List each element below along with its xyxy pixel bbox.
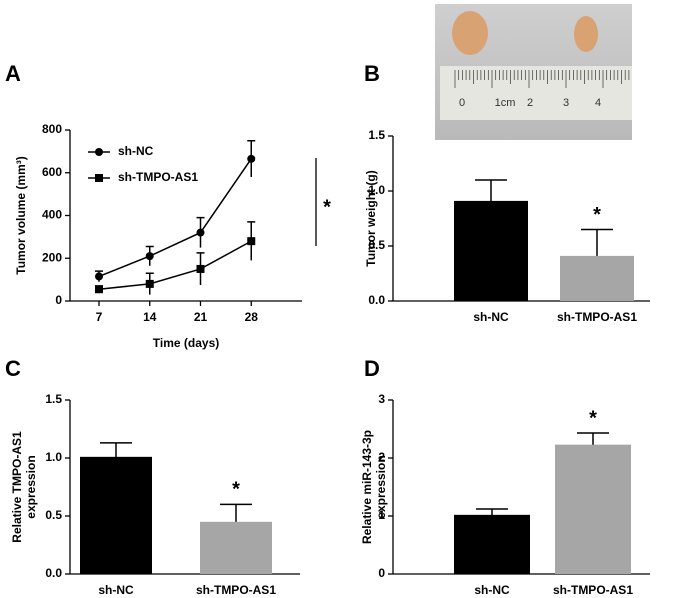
point: [95, 285, 103, 294]
x-tick-label: sh-TMPO-AS1: [557, 310, 637, 324]
x-tick-label: sh-TMPO-AS1: [553, 583, 633, 597]
y-axis-label: Tumor volume (mm³): [14, 156, 28, 274]
tumor: [574, 16, 598, 52]
x-tick-label: sh-NC: [473, 310, 509, 324]
panel-label: A: [5, 61, 21, 86]
ruler-label: 2: [527, 97, 533, 109]
y-tick-label: 200: [42, 250, 62, 264]
x-tick-label: 7: [96, 310, 103, 324]
bar: [560, 255, 634, 301]
series-line: [98, 240, 252, 290]
bar: [454, 514, 530, 574]
y-tick-label: 400: [42, 208, 62, 222]
x-tick-label: 14: [143, 310, 157, 324]
point: [196, 228, 205, 237]
legend-label: sh-NC: [118, 144, 154, 158]
bar: [555, 444, 631, 574]
legend-marker: [95, 148, 103, 156]
y-tick-label: 2: [378, 450, 385, 464]
series-line: [98, 158, 252, 278]
point: [247, 237, 256, 246]
y-axis-label: expression: [24, 455, 38, 518]
ruler-label: 3: [563, 97, 569, 109]
y-tick-label: 0.5: [45, 508, 62, 522]
point: [247, 154, 256, 163]
x-tick-label: sh-NC: [98, 583, 134, 597]
y-tick-label: 0: [55, 293, 62, 307]
panel-label: D: [364, 356, 380, 381]
y-tick-label: 0.0: [45, 566, 62, 580]
y-tick-label: 1.5: [368, 128, 385, 142]
x-tick-label: sh-NC: [474, 583, 510, 597]
point: [145, 252, 154, 261]
significance-star: *: [323, 196, 331, 218]
bar: [454, 200, 528, 301]
y-tick-label: 0.5: [368, 238, 385, 252]
y-axis-label: Relative miR-143-3p: [360, 430, 374, 544]
x-tick-label: sh-TMPO-AS1: [196, 583, 276, 597]
y-tick-label: 800: [42, 122, 62, 136]
x-axis-label: Time (days): [153, 336, 219, 350]
y-tick-label: 1.5: [45, 392, 62, 406]
y-axis-label: Relative TMPO-AS1: [10, 431, 24, 543]
legend-marker: [95, 174, 103, 182]
point: [145, 279, 154, 288]
y-tick-label: 1.0: [45, 450, 62, 464]
ruler-label: 1cm: [495, 97, 516, 109]
y-tick-label: 1.0: [368, 183, 385, 197]
bar: [200, 521, 272, 574]
point: [95, 272, 103, 281]
y-tick-label: 600: [42, 165, 62, 179]
x-tick-label: 21: [194, 310, 208, 324]
y-axis-label: expression: [374, 455, 388, 518]
bar: [80, 456, 152, 574]
significance-star: *: [232, 479, 240, 501]
x-tick-label: 28: [245, 310, 259, 324]
y-tick-label: 3: [378, 392, 385, 406]
tumor: [452, 11, 488, 55]
ruler: [440, 66, 632, 120]
panel-label: C: [5, 356, 21, 381]
ruler-ticks: 0 1cm 2 3 4: [454, 70, 630, 109]
y-axis-label: Tumor weight (g): [364, 170, 378, 266]
y-tick-label: 1: [378, 508, 385, 522]
y-tick-label: 0: [378, 566, 385, 580]
ruler-label: 0: [459, 97, 465, 109]
tumor-photo: 0 1cm 2 3 4: [435, 4, 632, 140]
legend-label: sh-TMPO-AS1: [118, 170, 198, 184]
ruler-label: 4: [595, 97, 601, 109]
y-tick-label: 0.0: [368, 293, 385, 307]
significance-star: *: [593, 204, 601, 226]
panel-label: B: [364, 61, 380, 86]
significance-star: *: [589, 407, 597, 429]
point: [196, 264, 205, 273]
